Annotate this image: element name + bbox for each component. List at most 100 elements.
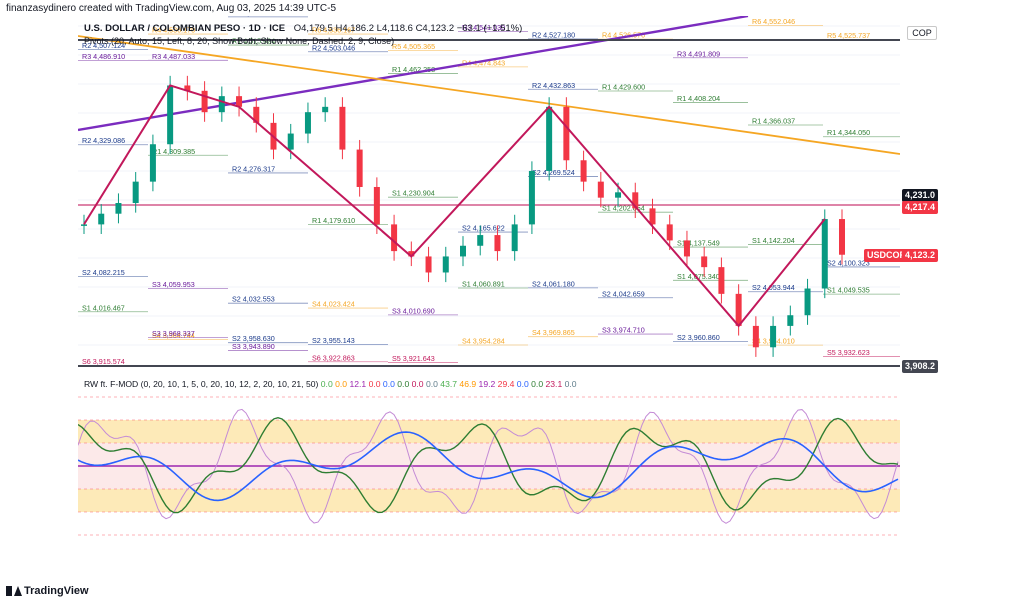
candle-body	[442, 256, 449, 273]
pivots-legend: Pivots (20, Auto, 15, Left, 8, 20, Show …	[84, 36, 395, 46]
pivot-label: S3 4,010.690	[392, 306, 435, 315]
pivot-label: S3 4,059.953	[152, 280, 195, 289]
candle-body	[115, 203, 122, 214]
candle-body	[149, 144, 156, 182]
oscillator-value: 43.7	[437, 379, 458, 389]
pivot-label: R2 4,527.180	[532, 30, 575, 39]
pivot-label: S2 3,955.143	[312, 336, 355, 345]
pivot-label: S5 3,932.623	[827, 348, 870, 357]
pivot-label: S2 3,960.860	[677, 333, 720, 342]
pivot-label: S4 4,023.424	[312, 300, 355, 309]
candle-body	[615, 192, 622, 198]
pivot-label: S1 4,049.535	[827, 286, 870, 295]
pivot-label: S4 3,954.284	[462, 336, 505, 345]
pivot-label: S2 4,082.215	[82, 268, 125, 277]
candle-body	[718, 267, 725, 294]
low-price-tag: 3,908.2	[902, 360, 939, 373]
candle-body	[425, 256, 432, 273]
price-chart-svg[interactable]: R2 4,507.124 R3 4,487.033 R1 4,515.624 R2 4…	[77, 8, 901, 374]
pivot-label: R6 4,552.046	[752, 17, 795, 26]
oscillator-svg[interactable]	[77, 378, 900, 556]
candle-body	[787, 315, 794, 326]
pivot-label: S1 4,230.904	[392, 189, 435, 198]
symbol-legend: U.S. DOLLAR / COLOMBIAN PESO · 1D · ICE …	[84, 23, 522, 34]
candle-body	[735, 293, 742, 326]
pivot-label: S3 3,968.337	[152, 329, 195, 338]
pivot-label: S2 4,061.180	[532, 279, 575, 288]
candle-body	[632, 192, 639, 209]
pivot-label: R4 4,474.843	[462, 58, 505, 67]
pivot-label: S1 4,075.340	[677, 272, 720, 281]
oscillator-value: 29.4	[495, 379, 515, 389]
candle-body	[580, 160, 587, 182]
symbol-name: U.S. DOLLAR / COLOMBIAN PESO · 1D · ICE	[84, 23, 286, 34]
ohlc-values: O4,179.5 H4,186.2 L4,118.6 C4,123.2 −63.…	[293, 23, 523, 34]
osc-line-purple	[77, 408, 899, 524]
candle-body	[563, 106, 570, 161]
candle-body	[304, 112, 311, 134]
oscillator-value: 0.0	[394, 379, 410, 389]
pivot-label: R3 4,491.809	[677, 49, 720, 58]
pivot-label: S4 3,964.744	[152, 331, 195, 340]
pivot-label: R1 4,515.624	[232, 37, 275, 46]
candle-body	[546, 106, 553, 171]
oscillator-value: 0.0	[320, 379, 333, 389]
pivot-label: R2 4,276.317	[232, 164, 275, 173]
oscillator-value: 0.0	[332, 379, 348, 389]
candle-body	[770, 325, 777, 348]
credit-line: finanzasydinero created with TradingView…	[6, 3, 337, 14]
candle-body	[391, 224, 398, 252]
candle-body	[597, 181, 604, 198]
pivot-label: R1 4,462.258	[392, 65, 435, 74]
pivot-label: S6 3,915.574	[82, 357, 125, 366]
pivot-label: S2 4,053.944	[752, 283, 795, 292]
tradingview-brand: TradingView	[24, 585, 89, 597]
tradingview-logo: TradingView	[6, 585, 89, 597]
pivot-label: R3 4,487.033	[152, 52, 195, 61]
pivot-label: S4 3,969.865	[532, 328, 575, 337]
oscillator-value: 23.1	[543, 379, 563, 389]
candle-body	[236, 96, 243, 107]
candle-body	[511, 224, 518, 252]
candle-body	[821, 219, 828, 289]
osc-line-blue	[77, 431, 899, 502]
pivot-label: R2 4,503.046	[312, 43, 355, 52]
pivot-label: S2 4,032.553	[232, 295, 275, 304]
candle-body	[373, 186, 380, 225]
candle-body	[804, 288, 811, 316]
pivot-label: S2 4,165.622	[462, 224, 505, 233]
pivot-label: S1 4,202.854	[602, 204, 645, 213]
pivot-label: S1 4,142.204	[752, 236, 795, 245]
oscillator-value: 0.0	[380, 379, 395, 389]
candle-body	[839, 219, 845, 255]
tradingview-logo-icon	[6, 586, 22, 596]
osc-line-green	[77, 416, 899, 514]
candle-body	[98, 213, 105, 225]
currency-label[interactable]: COP	[907, 26, 937, 40]
pivot-label: S2 3,958.630	[232, 334, 275, 343]
oscillator-pane[interactable]	[77, 378, 900, 556]
oscillator-value: 0.0	[409, 379, 424, 389]
oscillator-value: 0.0	[366, 379, 381, 389]
oscillator-value: 46.9	[457, 379, 477, 389]
osc-band-lower	[78, 489, 900, 512]
candle-body	[339, 106, 346, 150]
pivot-label: S3 3,974.710	[602, 326, 645, 335]
candle-body	[201, 90, 208, 113]
price-chart-pane[interactable]: R2 4,507.124 R3 4,487.033 R1 4,515.624 R2 4…	[77, 8, 901, 374]
pivot-label: R1 4,344.050	[827, 128, 870, 137]
pivot-label: R4 4,536.170	[152, 26, 195, 35]
oscillator-value: 0.0	[423, 379, 438, 389]
candle-body	[356, 149, 363, 187]
pivot-label: S1 4,060.891	[462, 280, 505, 289]
candle-body	[218, 96, 225, 113]
pivot-label: R3 4,486.910	[82, 52, 125, 61]
pivot-label: R3 4,541.030	[462, 23, 505, 32]
current-price-tag: 4,123.2	[902, 249, 939, 262]
oscillator-value: 0.0	[514, 379, 529, 389]
pivot-label: R2 4,568.325	[232, 16, 275, 17]
pivot-label: R2 4,507.124	[82, 41, 125, 50]
candle-body	[167, 85, 174, 145]
candle-body	[477, 235, 484, 246]
oscillator-value: 0.0	[562, 379, 577, 389]
